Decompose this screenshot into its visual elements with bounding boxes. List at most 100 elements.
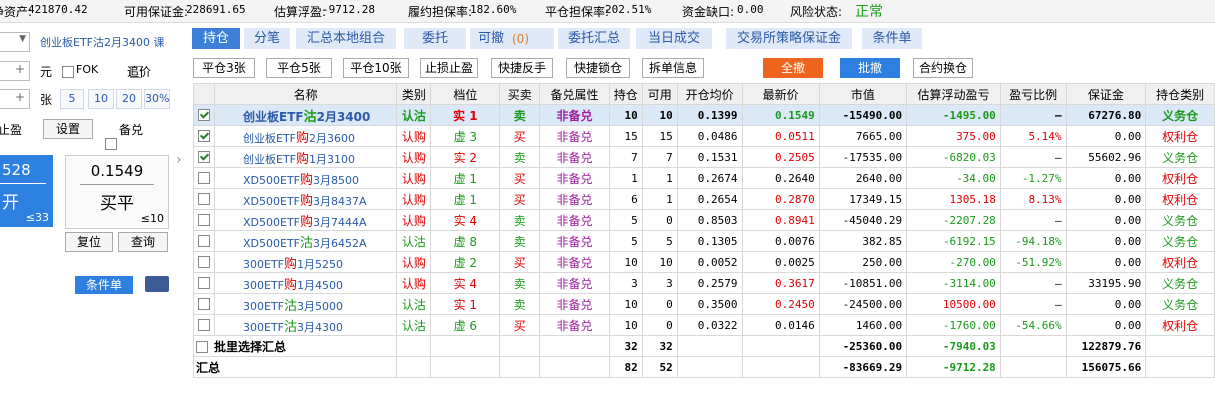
row-checkbox[interactable] <box>198 193 210 205</box>
account-value: 202.51% <box>605 3 652 16</box>
checkbox-cell <box>193 104 215 126</box>
checkbox-cell <box>193 293 215 315</box>
row-checkbox[interactable] <box>198 151 210 163</box>
cell: 虚 1 <box>430 188 501 210</box>
fok-checkbox[interactable] <box>62 66 74 78</box>
toolbar-button[interactable]: 止损止盈 <box>420 58 478 78</box>
cell: -24500.00 <box>818 293 908 315</box>
tab[interactable]: 分笔 <box>244 28 290 49</box>
cell: 5 <box>641 230 678 252</box>
cell: 虚 2 <box>430 251 501 273</box>
summary-cell <box>741 356 820 378</box>
row-checkbox[interactable] <box>198 172 210 184</box>
cell: 33195.90 <box>1065 272 1147 294</box>
tab[interactable]: 可撤 <box>470 28 554 49</box>
cell: 0.3617 <box>741 272 820 294</box>
cell: 10 <box>608 293 643 315</box>
keyboard-icon[interactable] <box>145 276 169 292</box>
covered-checkbox[interactable] <box>105 138 117 150</box>
cell: 0.00 <box>1065 230 1147 252</box>
query-button[interactable]: 查询 <box>118 232 168 252</box>
quick-lot-button[interactable]: 10 <box>88 89 114 109</box>
cell: 55602.96 <box>1065 146 1147 168</box>
open-max: ≤33 <box>25 211 49 224</box>
quick-lot-button[interactable]: 5 <box>60 89 84 109</box>
row-checkbox[interactable] <box>198 130 210 142</box>
column-header: 盈亏比例 <box>999 83 1067 105</box>
position-row[interactable]: 300ETF沽3月5000 认沽实 1 卖非备兑 10 0 0.3500 0.2450 -24… <box>193 293 1215 315</box>
cell: 卖 <box>499 146 541 168</box>
cell: — <box>999 146 1067 168</box>
position-row[interactable]: 创业板ETF购1月3100 认购实 2 卖非备兑 7 7 0.1531 0.2505 -175… <box>193 146 1215 168</box>
checkbox-cell <box>193 251 215 273</box>
chase-checkbox[interactable] <box>129 66 142 78</box>
cell: 实 2 <box>430 146 501 168</box>
conditional-button[interactable]: 条件单 <box>75 276 133 294</box>
action-button[interactable]: 全撤 <box>763 58 823 78</box>
collapse-arrow[interactable]: › <box>176 152 182 168</box>
open-button[interactable]: 528 开 ≤33 <box>0 155 53 227</box>
row-checkbox[interactable] <box>198 214 210 226</box>
cell: 7 <box>641 146 678 168</box>
position-row[interactable]: 创业板ETF购2月3600 认购虚 3 买非备兑 15 15 0.0486 0.0511 76… <box>193 125 1215 147</box>
tab[interactable]: 持仓 <box>192 28 240 49</box>
tab[interactable]: 委托汇总 <box>558 28 630 49</box>
cell: 0.1399 <box>676 104 743 126</box>
position-row[interactable]: XD500ETF购3月7444A 认购实 4 卖非备兑 5 0 0.8503 0.8941-… <box>193 209 1215 231</box>
cell: 300ETF沽3月5000 <box>213 293 398 315</box>
tab[interactable]: 委托 <box>404 28 466 49</box>
column-header: 买卖 <box>499 83 541 105</box>
position-row[interactable]: 300ETF购1月4500 认购实 4 卖非备兑 3 3 0.2579 0.3617 -108… <box>193 272 1215 294</box>
row-checkbox[interactable] <box>198 256 210 268</box>
row-checkbox[interactable] <box>198 277 210 289</box>
tab[interactable]: 汇总本地组合 <box>296 28 396 49</box>
row-checkbox[interactable] <box>198 319 210 331</box>
cell: 实 4 <box>430 209 501 231</box>
toolbar-button[interactable]: 快捷反手 <box>491 58 553 78</box>
tab[interactable]: 交易所策略保证金 <box>726 28 852 49</box>
toolbar-button[interactable]: 拆单信息 <box>642 58 704 78</box>
position-row[interactable]: 300ETF购1月5250 认购虚 2 买非备兑 10 10 0.0052 0.0025 25… <box>193 251 1215 273</box>
quick-lot-button[interactable]: 30% <box>144 89 170 109</box>
contract-select[interactable]: ▼ <box>0 32 30 52</box>
tab[interactable]: 当日成交 <box>636 28 712 49</box>
cell: 卖 <box>499 272 541 294</box>
cell: 卖 <box>499 209 541 231</box>
position-row[interactable]: 创业板ETF沽2月3400 认沽实 1 卖非备兑 10 10 0.1399 0.1549 -1… <box>193 104 1215 126</box>
toolbar-button[interactable]: 平仓5张 <box>266 58 332 78</box>
toolbar-button[interactable]: 快捷锁仓 <box>566 58 630 78</box>
tab[interactable]: 条件单 <box>862 28 922 49</box>
lots-input[interactable]: + <box>0 89 30 109</box>
name-part: XD500ETF <box>243 236 300 250</box>
cell: -1.27% <box>999 167 1067 189</box>
name-part: 3月5000 <box>297 299 344 313</box>
settings-button[interactable]: 设置 <box>43 119 93 139</box>
close-button[interactable]: 0.1549 买平 ≤10 <box>65 155 169 229</box>
column-header: 名称 <box>213 83 398 105</box>
summary-checkbox[interactable] <box>196 340 208 353</box>
cell: 7 <box>608 146 643 168</box>
cell: -94.18% <box>999 230 1067 252</box>
cell: 创业板ETF购1月3100 <box>213 146 398 168</box>
cell: 虚 1 <box>430 167 501 189</box>
cell: 10 <box>641 104 678 126</box>
action-button[interactable]: 合约换仓 <box>913 58 973 78</box>
position-row[interactable]: 300ETF沽3月4300 认沽虚 6 买非备兑 10 0 0.0322 0.0146 146… <box>193 314 1215 336</box>
reset-button[interactable]: 复位 <box>65 232 113 252</box>
action-button[interactable]: 批撤 <box>840 58 900 78</box>
price-input[interactable]: + <box>0 61 30 81</box>
row-checkbox[interactable] <box>198 298 210 310</box>
summary-cell <box>676 356 743 378</box>
cell: 义务仓 <box>1145 230 1215 252</box>
position-row[interactable]: XD500ETF购3月8437A 认购虚 1 买非备兑 6 1 0.2654 0.2870 1… <box>193 188 1215 210</box>
cell: -45040.29 <box>818 209 908 231</box>
cell: 15 <box>641 125 678 147</box>
quick-lot-button[interactable]: 20 <box>116 89 142 109</box>
toolbar-button[interactable]: 平仓3张 <box>193 58 255 78</box>
position-row[interactable]: XD500ETF沽3月6452A 认沽虚 8 卖非备兑 5 5 0.1305 0.0076 3… <box>193 230 1215 252</box>
position-row[interactable]: XD500ETF购3月8500 认购虚 1 买非备兑 1 1 0.2674 0.2640 26… <box>193 167 1215 189</box>
name-part: 2月3400 <box>316 109 371 124</box>
toolbar-button[interactable]: 平仓10张 <box>343 58 409 78</box>
row-checkbox[interactable] <box>198 235 210 247</box>
row-checkbox[interactable] <box>198 109 210 121</box>
